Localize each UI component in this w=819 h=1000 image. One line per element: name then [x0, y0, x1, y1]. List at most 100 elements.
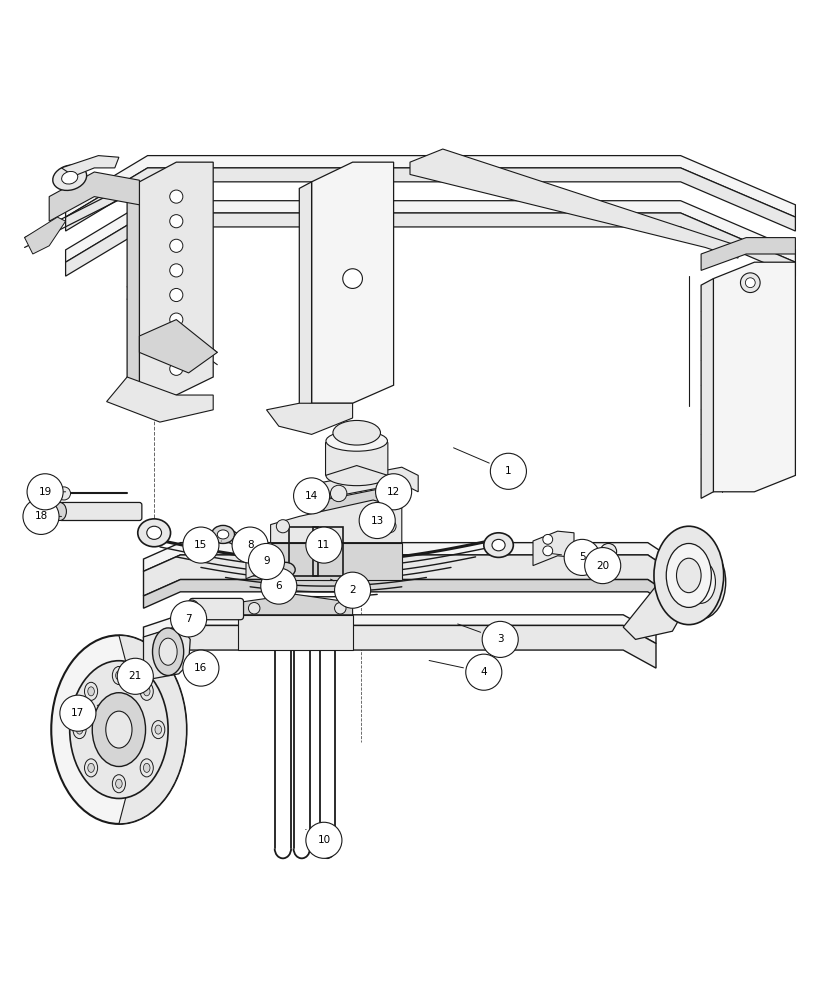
- Polygon shape: [410, 149, 737, 258]
- Ellipse shape: [112, 775, 125, 793]
- Polygon shape: [299, 182, 311, 410]
- Ellipse shape: [73, 721, 86, 739]
- Ellipse shape: [325, 465, 387, 486]
- Ellipse shape: [53, 502, 66, 520]
- Text: 4: 4: [480, 667, 486, 677]
- Polygon shape: [66, 156, 794, 217]
- Circle shape: [170, 288, 183, 302]
- Ellipse shape: [275, 562, 295, 577]
- Text: 19: 19: [38, 487, 52, 497]
- Polygon shape: [25, 217, 66, 254]
- FancyBboxPatch shape: [59, 502, 142, 520]
- Circle shape: [542, 546, 552, 556]
- Ellipse shape: [491, 539, 505, 551]
- Circle shape: [744, 278, 754, 288]
- Ellipse shape: [217, 530, 229, 539]
- Polygon shape: [622, 586, 688, 639]
- Polygon shape: [127, 182, 139, 402]
- Polygon shape: [143, 555, 688, 607]
- Polygon shape: [324, 485, 397, 523]
- Circle shape: [232, 527, 268, 563]
- Polygon shape: [66, 201, 794, 262]
- Text: 8: 8: [247, 540, 253, 550]
- Ellipse shape: [152, 721, 165, 739]
- Circle shape: [170, 215, 183, 228]
- Ellipse shape: [84, 759, 97, 777]
- Ellipse shape: [138, 519, 170, 547]
- Ellipse shape: [147, 526, 161, 539]
- Text: 18: 18: [34, 511, 48, 521]
- Circle shape: [334, 572, 370, 608]
- Ellipse shape: [159, 638, 177, 665]
- Polygon shape: [700, 279, 713, 498]
- Text: 12: 12: [387, 487, 400, 497]
- Polygon shape: [270, 543, 401, 580]
- Circle shape: [183, 527, 219, 563]
- Polygon shape: [238, 594, 352, 615]
- Text: 1: 1: [505, 466, 511, 476]
- Ellipse shape: [140, 682, 153, 700]
- Text: 21: 21: [129, 671, 142, 681]
- Circle shape: [482, 621, 518, 657]
- Circle shape: [170, 264, 183, 277]
- Circle shape: [740, 273, 759, 293]
- Ellipse shape: [152, 628, 183, 675]
- Polygon shape: [66, 213, 794, 276]
- Circle shape: [305, 527, 342, 563]
- Circle shape: [600, 543, 616, 560]
- Circle shape: [170, 239, 183, 252]
- Polygon shape: [246, 549, 274, 579]
- Circle shape: [359, 502, 395, 539]
- Circle shape: [375, 474, 411, 510]
- Ellipse shape: [140, 759, 153, 777]
- Ellipse shape: [84, 682, 97, 700]
- Text: 15: 15: [194, 540, 207, 550]
- Ellipse shape: [686, 561, 714, 603]
- Circle shape: [305, 822, 342, 858]
- Polygon shape: [311, 162, 393, 403]
- Circle shape: [170, 338, 183, 351]
- Circle shape: [330, 485, 346, 502]
- Text: 10: 10: [317, 835, 330, 845]
- Circle shape: [248, 543, 284, 580]
- Ellipse shape: [76, 725, 83, 734]
- Circle shape: [27, 474, 63, 510]
- Text: 13: 13: [370, 516, 383, 526]
- Polygon shape: [106, 377, 213, 422]
- Ellipse shape: [325, 431, 387, 451]
- Ellipse shape: [653, 526, 722, 625]
- Ellipse shape: [676, 558, 700, 593]
- Circle shape: [342, 269, 362, 288]
- Text: 16: 16: [194, 663, 207, 673]
- Polygon shape: [266, 403, 352, 434]
- Circle shape: [293, 478, 329, 514]
- Circle shape: [251, 552, 260, 560]
- Polygon shape: [66, 168, 794, 231]
- Text: 2: 2: [349, 585, 355, 595]
- Ellipse shape: [106, 711, 132, 748]
- Polygon shape: [143, 625, 655, 668]
- Ellipse shape: [184, 600, 199, 618]
- Polygon shape: [119, 635, 186, 824]
- Ellipse shape: [155, 725, 161, 734]
- Ellipse shape: [211, 525, 234, 543]
- Ellipse shape: [333, 420, 380, 445]
- Circle shape: [57, 487, 70, 500]
- Polygon shape: [700, 238, 794, 270]
- Text: 11: 11: [317, 540, 330, 550]
- Text: 9: 9: [263, 556, 269, 566]
- Circle shape: [23, 498, 59, 534]
- Circle shape: [170, 601, 206, 637]
- Ellipse shape: [665, 543, 710, 607]
- Text: 20: 20: [595, 561, 609, 571]
- FancyBboxPatch shape: [189, 598, 243, 620]
- Ellipse shape: [676, 545, 725, 619]
- Polygon shape: [139, 320, 217, 373]
- Circle shape: [170, 190, 183, 203]
- Circle shape: [60, 695, 96, 731]
- Ellipse shape: [52, 165, 87, 190]
- Polygon shape: [143, 625, 190, 680]
- Ellipse shape: [88, 763, 94, 772]
- Ellipse shape: [92, 693, 146, 766]
- Polygon shape: [143, 580, 688, 619]
